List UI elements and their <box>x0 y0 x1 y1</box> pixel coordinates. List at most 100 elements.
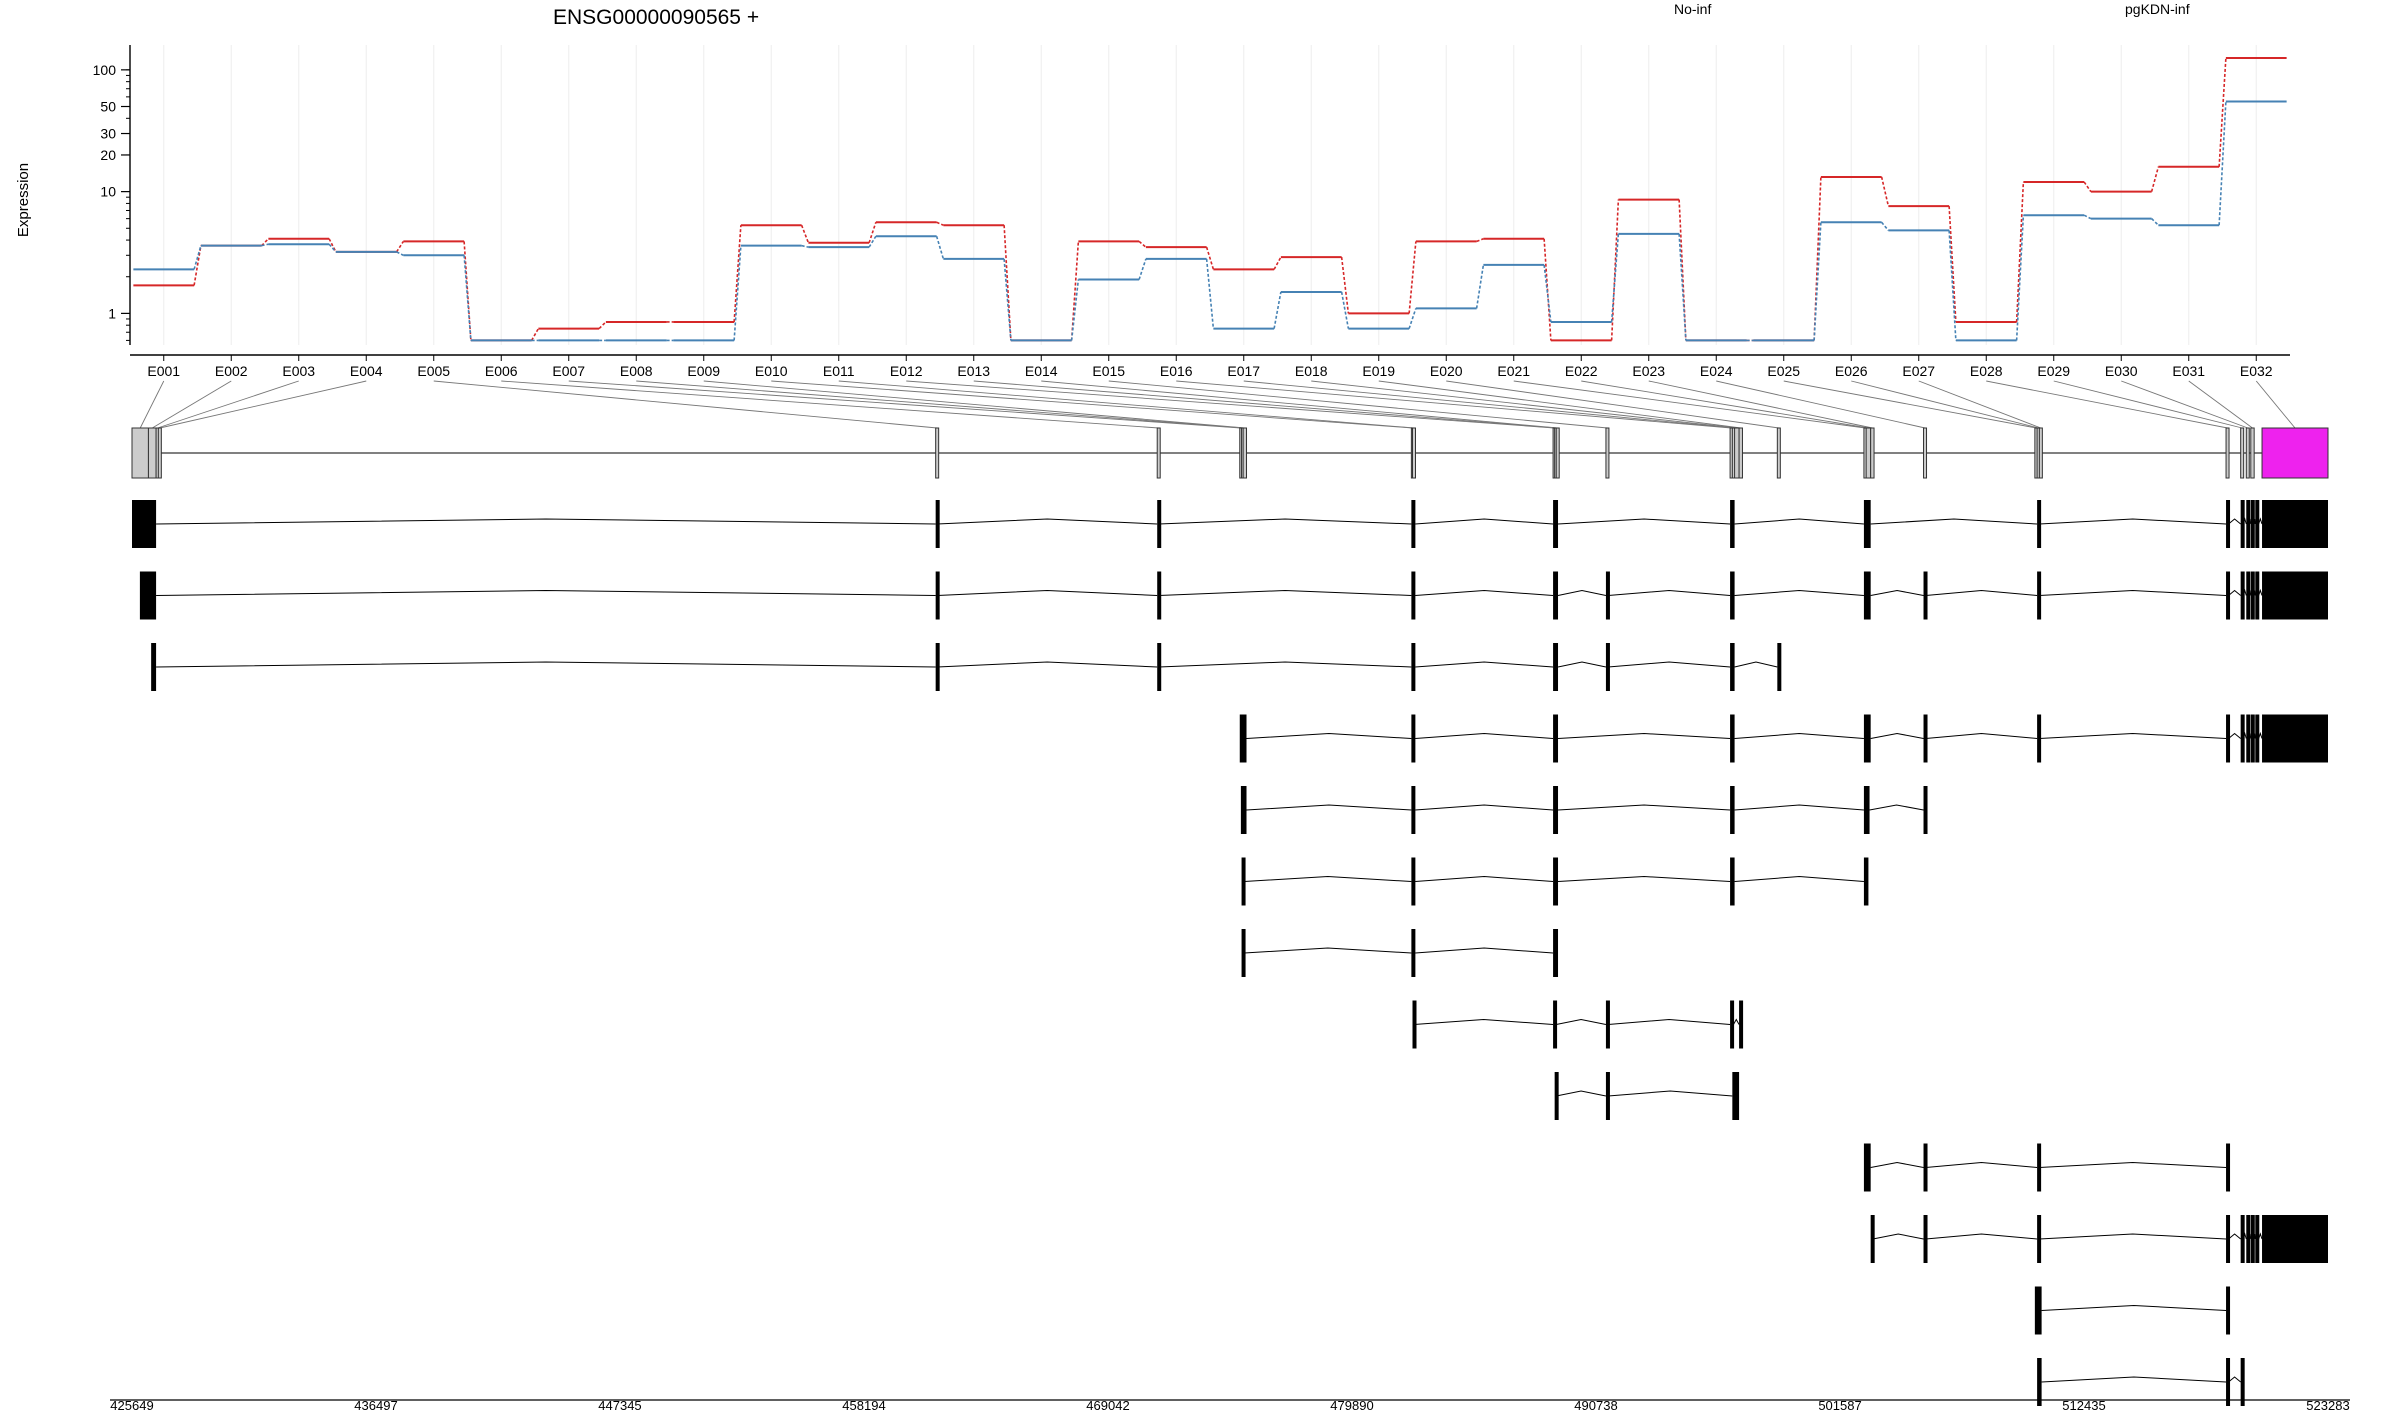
transcript-exon <box>2226 1143 2231 1192</box>
transcript-exon <box>2262 714 2328 763</box>
mapping-line <box>2053 380 2243 429</box>
series-connector <box>261 243 269 247</box>
exon-E030 <box>2245 427 2250 479</box>
transcript-7 <box>1241 929 1559 977</box>
exon-tick-labels: E001 E002 E003 E004 E005 E006 E007 E008 E009 E010… <box>147 355 2273 379</box>
mapping-line <box>157 380 299 429</box>
series-connector <box>733 245 742 341</box>
intron-connector <box>2041 1304 2227 1311</box>
series-connector <box>2015 181 2025 323</box>
intron-connector <box>1734 875 1864 882</box>
transcript-exon <box>1730 786 1735 834</box>
mapping-line <box>1108 380 1608 429</box>
transcript-exon <box>2240 1215 2245 1263</box>
transcript-exon <box>1863 1143 1871 1192</box>
intron-connector <box>1557 732 1731 739</box>
transcript-exon <box>1863 571 1871 620</box>
transcript-exon <box>2226 714 2231 763</box>
intron-connector <box>1925 1161 2038 1168</box>
transcript-exon <box>2250 1215 2255 1263</box>
series-connector <box>1003 258 1012 341</box>
intron-connector <box>1870 732 1924 739</box>
transcript-13 <box>2037 1358 2245 1406</box>
intron-connector <box>1608 1090 1733 1097</box>
transcript-exon <box>1553 500 1559 548</box>
intron-connector <box>1557 661 1607 668</box>
intron-connector <box>1734 518 1864 525</box>
intron-connector <box>1608 589 1731 596</box>
mapping-line <box>2121 380 2248 429</box>
transcript-exon <box>1923 571 1928 620</box>
transcript-exon <box>1863 500 1871 548</box>
genomic-tick-label: 512435 <box>2062 1398 2105 1410</box>
mapping-line <box>152 380 232 429</box>
x-tick-label: E002 <box>215 363 248 379</box>
mapping-line <box>1378 380 1741 429</box>
expression-series <box>133 57 2287 342</box>
mapping-line <box>1176 380 1732 429</box>
transcript-6 <box>1241 857 1869 906</box>
exon-E011 <box>1412 427 1417 479</box>
intron-connector <box>1557 518 1731 525</box>
transcript-exon <box>1411 500 1416 548</box>
transcript-11 <box>1870 1215 2328 1263</box>
series-connector <box>1948 206 1957 323</box>
mapping-line <box>1851 380 2039 429</box>
transcript-exon <box>1553 929 1559 977</box>
series-connector <box>1543 264 1552 323</box>
transcript-exon <box>1411 929 1416 977</box>
mapping-line <box>2188 380 2253 429</box>
transcript-exon <box>2250 714 2255 763</box>
x-tick-label: E029 <box>2037 363 2070 379</box>
transcript-exon <box>2246 571 2251 620</box>
transcript-exon <box>1411 643 1416 691</box>
series-connector <box>2218 101 2227 226</box>
transcript-exon <box>1240 786 1247 834</box>
series-connector <box>1205 258 1215 329</box>
transcript-exon <box>935 571 940 620</box>
transcript-exon <box>2240 714 2245 763</box>
intron-connector <box>1415 589 1554 596</box>
transcript-exon <box>1553 857 1559 906</box>
series-connector <box>801 244 809 248</box>
transcript-exon <box>139 571 157 620</box>
mapping-line <box>568 380 1242 429</box>
transcript-exon <box>2250 500 2255 548</box>
transcript-exon <box>2255 500 2260 548</box>
transcript-exon <box>2250 571 2255 620</box>
transcript-exon <box>1605 1000 1610 1049</box>
transcript-exon <box>1732 1072 1740 1120</box>
series-connector <box>193 245 202 270</box>
intron-connector <box>2228 589 2241 596</box>
x-tick-label: E028 <box>1970 363 2003 379</box>
series-connector <box>395 240 405 253</box>
intron-connector <box>2039 1161 2227 1168</box>
transcript-10 <box>1863 1143 2231 1192</box>
series-connector <box>733 225 742 323</box>
exon-E023 <box>1870 427 1875 479</box>
exon-E020 <box>1776 427 1781 479</box>
x-tick-label: E007 <box>552 363 585 379</box>
series-connector <box>1678 199 1687 341</box>
series-connector <box>598 321 607 330</box>
transcript-exon <box>2255 1215 2260 1263</box>
chart-title: ENSG00000090565 + <box>553 6 759 29</box>
series-connector <box>2218 58 2227 167</box>
exon-E022 <box>1865 427 1872 479</box>
series-connector <box>936 221 944 226</box>
series-connector <box>1070 279 1080 341</box>
intron-connector <box>1244 947 1412 954</box>
transcript-exon <box>1730 714 1735 763</box>
transcript-9 <box>1554 1072 1740 1120</box>
exon-E018 <box>1734 427 1740 479</box>
transcript-exon <box>2037 1143 2042 1192</box>
intron-connector <box>2228 1233 2241 1240</box>
mapping-line <box>973 380 1557 429</box>
transcript-exon <box>1863 857 1869 906</box>
legend-pgkdn-inf: pgKDN-inf <box>2125 1 2190 17</box>
x-tick-label: E027 <box>1902 363 1935 379</box>
x-tick-label: E005 <box>417 363 450 379</box>
mapping-line <box>703 380 1245 429</box>
intron-connector <box>2039 732 2227 739</box>
genomic-tick-label: 523283 <box>2306 1398 2349 1410</box>
